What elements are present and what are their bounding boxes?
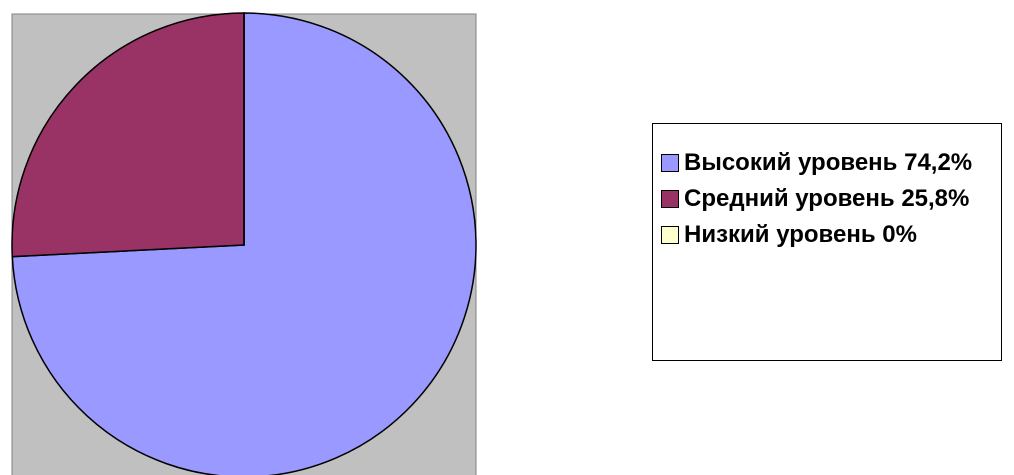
legend-swatch bbox=[661, 190, 679, 208]
legend-label: Низкий уровень bbox=[684, 221, 876, 248]
legend-item: Средний уровень 25,8% bbox=[661, 182, 995, 215]
legend-text: Низкий уровень 0% bbox=[684, 218, 917, 251]
legend-label: Средний уровень bbox=[684, 185, 895, 212]
legend-swatch bbox=[661, 226, 679, 244]
legend-value: 74,2% bbox=[904, 149, 973, 176]
legend-value: 25,8% bbox=[901, 185, 970, 212]
legend-text: Высокий уровень 74,2% bbox=[684, 146, 972, 179]
legend-label: Высокий уровень bbox=[684, 149, 898, 176]
legend-swatch bbox=[661, 154, 679, 172]
legend-item: Высокий уровень 74,2% bbox=[661, 146, 995, 179]
legend-value: 0% bbox=[882, 221, 917, 248]
pie-slice bbox=[11, 12, 245, 258]
legend-text: Средний уровень 25,8% bbox=[684, 182, 969, 215]
legend: Высокий уровень 74,2% Средний уровень 25,… bbox=[652, 123, 1002, 361]
legend-item: Низкий уровень 0% bbox=[661, 218, 995, 251]
